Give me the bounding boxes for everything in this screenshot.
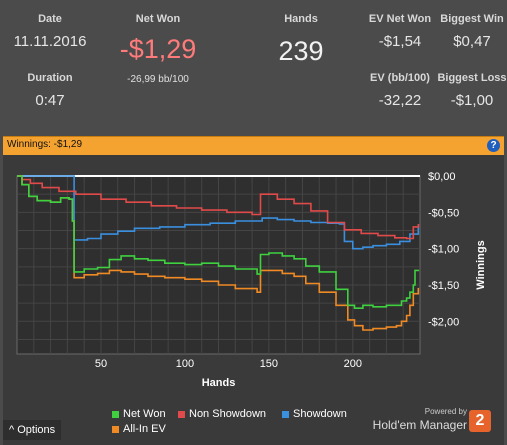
y-tick-label: -$0,50 <box>428 207 459 219</box>
biggest-win-label: Biggest Win <box>440 13 504 25</box>
legend-item-non-showdown: Non Showdown <box>178 408 266 420</box>
legend-label: All-In EV <box>123 423 166 435</box>
legend-swatch <box>112 425 119 433</box>
help-icon[interactable]: ? <box>487 139 500 152</box>
net-won-value: -$1,29 <box>119 34 197 64</box>
ev-bb100-label: EV (bb/100) <box>370 72 430 84</box>
x-tick-label: 50 <box>95 358 107 370</box>
brand-name: Hold'em Manager <box>372 418 467 432</box>
date-value: 11.11.2016 <box>13 33 87 50</box>
net-won-label: Net Won <box>135 13 181 25</box>
x-tick-label: 150 <box>260 358 278 370</box>
chevron-up-icon: ^ <box>9 424 15 436</box>
duration-label: Duration <box>27 72 73 84</box>
ev-net-won-value: -$1,54 <box>378 33 422 50</box>
options-button[interactable]: ^ Options <box>3 420 62 440</box>
legend-label: Showdown <box>293 408 347 420</box>
x-tick-label: 200 <box>344 358 362 370</box>
y-axis-label: Winnings <box>475 240 487 289</box>
x-axis-label: Hands <box>202 377 236 389</box>
biggest-loss-label: Biggest Loss <box>437 72 507 84</box>
legend-swatch <box>112 410 119 418</box>
options-label: Options <box>17 424 56 436</box>
ev-net-won-label: EV Net Won <box>368 13 432 25</box>
chart-title-bar: Winnings: -$1,29 ? <box>3 136 504 156</box>
chart-title: Winnings: -$1,29 <box>7 139 83 150</box>
duration-value: 0:47 <box>35 92 65 109</box>
biggest-win-value: $0,47 <box>453 33 491 50</box>
legend-item-all-in-ev: All-In EV <box>112 423 166 435</box>
y-tick-label: -$2,00 <box>428 316 459 328</box>
series-line-showdown <box>17 175 420 250</box>
legend-label: Net Won <box>123 408 166 420</box>
y-tick-label: -$1,50 <box>428 280 459 292</box>
y-tick-label: -$1,00 <box>428 244 459 256</box>
date-label: Date <box>38 13 62 25</box>
series-line-net-won <box>17 175 420 309</box>
legend-label: Non Showdown <box>189 408 267 420</box>
legend-swatch <box>178 410 185 418</box>
hm2-logo: 2 <box>469 410 491 432</box>
ev-bb100-value: -32,22 <box>378 92 422 109</box>
hands-label: Hands <box>284 13 318 25</box>
winnings-chart: $0,00 -$0,50 -$1,00 -$1,50 -$2,00 50 100 150 200… <box>16 171 487 389</box>
session-summary: Date 11.11.2016 Duration 0:47 Net Won -$… <box>0 0 507 133</box>
x-tick-label: 100 <box>176 358 194 370</box>
y-tick-label: $0,00 <box>428 171 456 183</box>
winnings-chart-panel: $0,00 -$0,50 -$1,00 -$1,50 -$2,00 50 100 150 200… <box>3 155 504 445</box>
legend-swatch <box>282 410 289 418</box>
legend-item-net-won: Net Won <box>112 408 166 420</box>
hands-value: 239 <box>278 36 324 66</box>
bb-per-100-value: -26,99 bb/100 <box>127 74 189 85</box>
powered-by-text: Powered by <box>424 407 467 416</box>
series-line-non-showdown <box>17 175 420 240</box>
legend-item-showdown: Showdown <box>282 408 347 420</box>
biggest-loss-value: -$1,00 <box>450 92 494 109</box>
